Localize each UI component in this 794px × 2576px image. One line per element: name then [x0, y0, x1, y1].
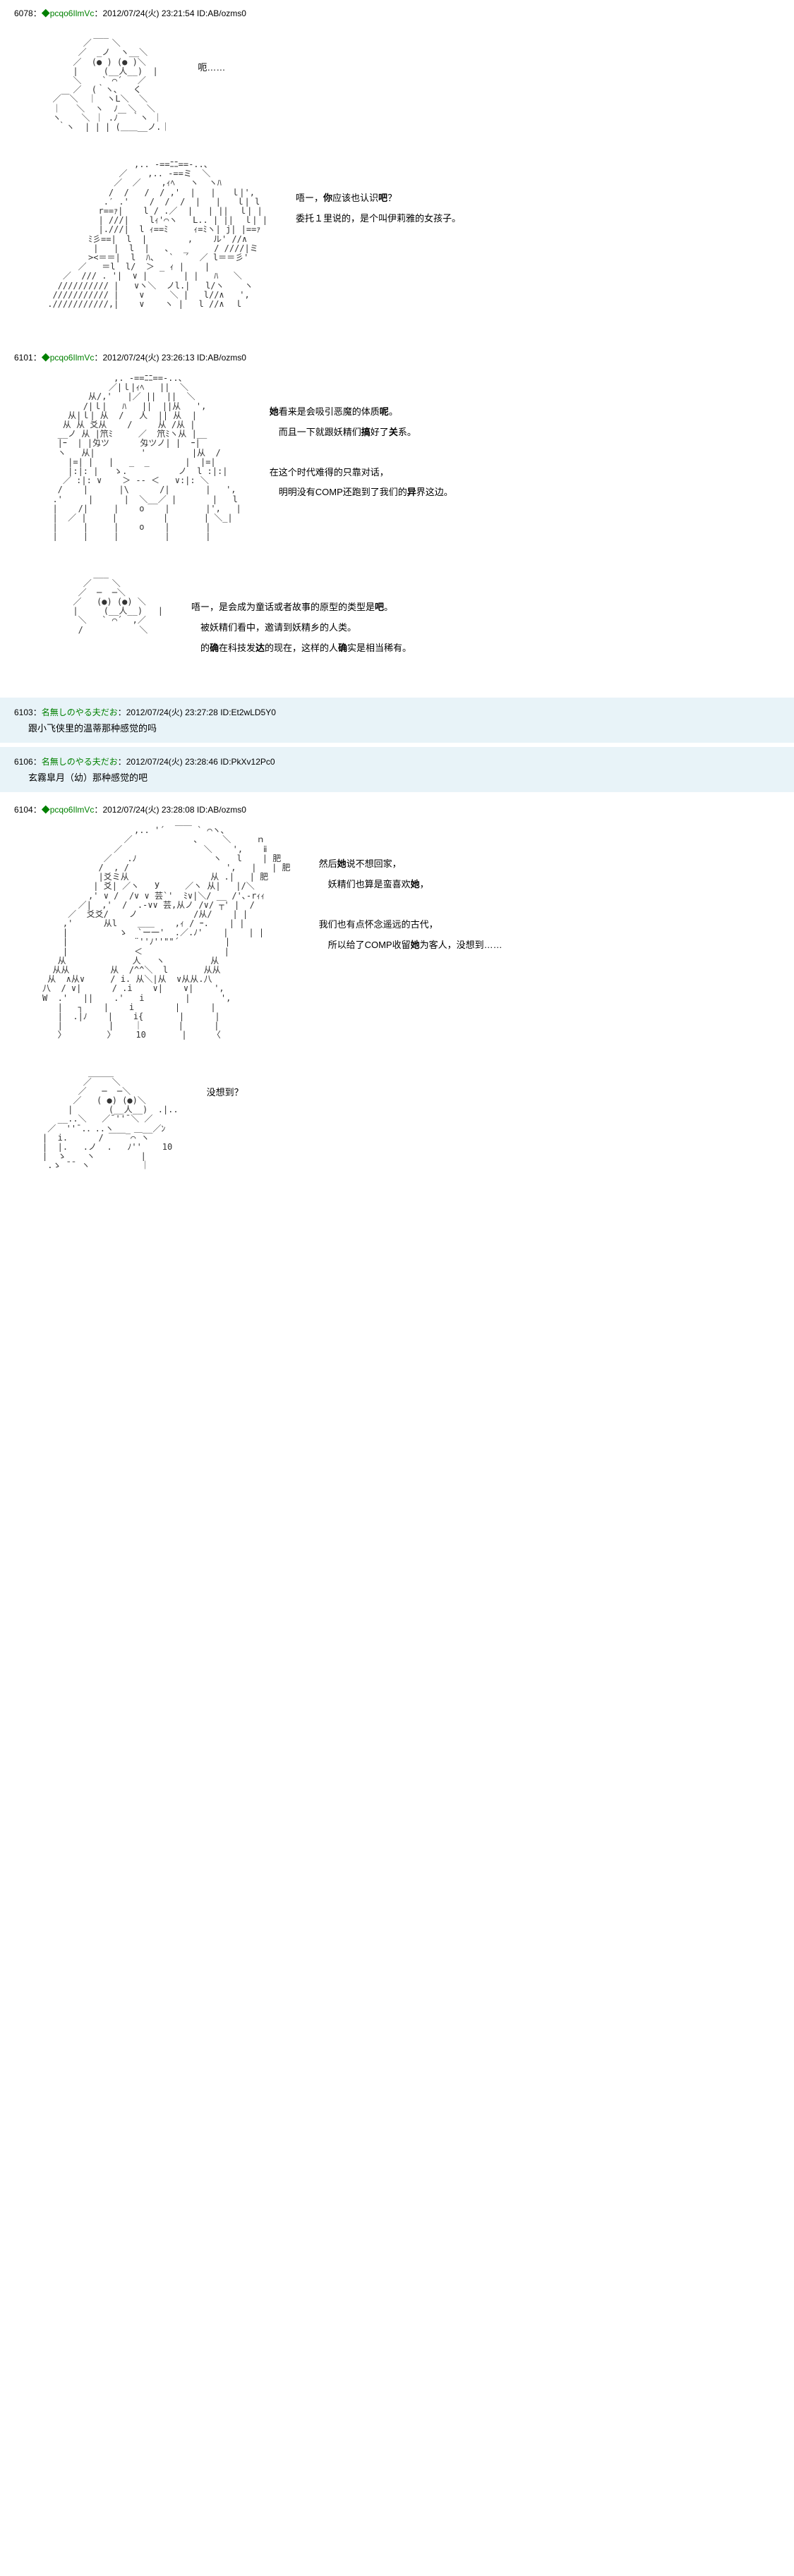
- reply-id: 6106: [14, 757, 33, 767]
- dialogue: 唔ー，你应该也认识吧？委托１里说的，是个叫伊莉雅的女孩子。: [296, 160, 461, 229]
- content-block: ,.. -==ﾆﾆ==-..、 ／ ,.. -==ミ ＼ ／ ／ ,ｨﾍ ヽ ヽ…: [42, 160, 780, 309]
- date: 2012/07/24(火) 23:26:13: [102, 353, 194, 363]
- content-block: ___ ／ ＼ ／ _ノ ヽ__＼ ／ (● ) (● )＼ | (__人__)…: [42, 30, 780, 132]
- dialogue: 呃……: [198, 30, 225, 78]
- content-block: ,. -==ﾆﾆ==-..、 ／|ｌ|ｨﾍ || ＼ 从/,' |／ || ||…: [42, 374, 780, 541]
- uid: ID:AB/ozms0: [197, 8, 246, 18]
- date: 2012/07/24(火) 23:28:08: [102, 805, 194, 815]
- reply-header: 6103：名無しのやる夫だお：2012/07/24(火) 23:27:28 ID…: [14, 706, 780, 718]
- ascii-art: ___ ／ ＼ ／ _ノ ヽ__＼ ／ (● ) (● )＼ | (__人__)…: [42, 30, 169, 132]
- ascii-art: ,.. -==ﾆﾆ==-..、 ／ ,.. -==ミ ＼ ／ ／ ,ｨﾍ ヽ ヽ…: [42, 160, 267, 309]
- ascii-art: ＿＿＿ ／ ＼ ／ ─ ─＼ ／ ( ●) (●)＼ | (__人__) .|.…: [42, 1069, 179, 1171]
- ascii-art: ,. -==ﾆﾆ==-..、 ／|ｌ|ｨﾍ || ＼ 从/,' |／ || ||…: [42, 374, 241, 541]
- content-block: ,.. '´ ￣￣ ` ⌒ヽ､ ／ 、 ＼ ｎ ／ ＼ ', ⅱ ／ .ﾉ ヽ …: [42, 826, 780, 1040]
- post-header: 6101：◆pcqo6IlmVc：2012/07/24(火) 23:26:13 …: [14, 351, 780, 363]
- uid: ID:AB/ozms0: [197, 353, 246, 363]
- post-id: 6104: [14, 805, 33, 815]
- dialogue: 她看来是会吸引恶魔的体质呢。 而且一下就跟妖精们搞好了关系。在这个时代难得的只靠…: [270, 374, 453, 503]
- trip: ◆pcqo6IlmVc: [42, 353, 95, 363]
- date: 2012/07/24(火) 23:28:46: [126, 757, 218, 767]
- ascii-art: ,.. '´ ￣￣ ` ⌒ヽ､ ／ 、 ＼ ｎ ／ ＼ ', ⅱ ／ .ﾉ ヽ …: [42, 826, 291, 1040]
- reply-6103: 6103：名無しのやる夫だお：2012/07/24(火) 23:27:28 ID…: [0, 698, 794, 743]
- content-block: ＿＿＿ ／ ＼ ／ ─ ─＼ ／ ( ●) (●)＼ | (__人__) .|.…: [42, 1069, 780, 1171]
- uid: ID:AB/ozms0: [197, 805, 246, 815]
- trip: ◆pcqo6IlmVc: [42, 805, 95, 815]
- ascii-art: ___ ／ ＼ ／ ─ ─＼ ／ (●) (●) ＼ | (__人__) | ＼…: [42, 569, 163, 634]
- uid: ID:PkXv12Pc0: [220, 757, 275, 767]
- trip: ◆pcqo6IlmVc: [42, 8, 95, 18]
- uid: ID:Et2wLD5Y0: [220, 707, 276, 717]
- post-id: 6101: [14, 353, 33, 363]
- dialogue: 唔ー，是会成为童话或者故事的原型的类型是吧。 被妖精们看中，邀请到妖精乡的人类。…: [191, 569, 411, 658]
- reply-6106: 6106：名無しのやる夫だお：2012/07/24(火) 23:28:46 ID…: [0, 747, 794, 792]
- dialogue: 没想到？: [207, 1069, 243, 1103]
- date: 2012/07/24(火) 23:27:28: [126, 707, 218, 717]
- date: 2012/07/24(火) 23:21:54: [102, 8, 194, 18]
- dialogue: 然后她说不想回家， 妖精们也算是蛮喜欢她，我们也有点怀念遥远的古代， 所以给了C…: [319, 826, 503, 955]
- post-6101: 6101：◆pcqo6IlmVc：2012/07/24(火) 23:26:13 …: [0, 344, 794, 693]
- reply-text: 跟小飞侠里的温蒂那种感觉的吗: [28, 721, 780, 734]
- post-header: 6104：◆pcqo6IlmVc：2012/07/24(火) 23:28:08 …: [14, 803, 780, 815]
- post-header: 6078：◆pcqo6IlmVc：2012/07/24(火) 23:21:54 …: [14, 7, 780, 19]
- post-id: 6078: [14, 8, 33, 18]
- name: 名無しのやる夫だお: [42, 707, 118, 717]
- post-6104: 6104：◆pcqo6IlmVc：2012/07/24(火) 23:28:08 …: [0, 796, 794, 1205]
- reply-header: 6106：名無しのやる夫だお：2012/07/24(火) 23:28:46 ID…: [14, 755, 780, 767]
- name: 名無しのやる夫だお: [42, 757, 118, 767]
- reply-text: 玄霧皐月（幼）那种感觉的吧: [28, 770, 780, 784]
- post-6078: 6078：◆pcqo6IlmVc：2012/07/24(火) 23:21:54 …: [0, 0, 794, 344]
- content-block: ___ ／ ＼ ／ ─ ─＼ ／ (●) (●) ＼ | (__人__) | ＼…: [42, 569, 780, 658]
- reply-id: 6103: [14, 707, 33, 717]
